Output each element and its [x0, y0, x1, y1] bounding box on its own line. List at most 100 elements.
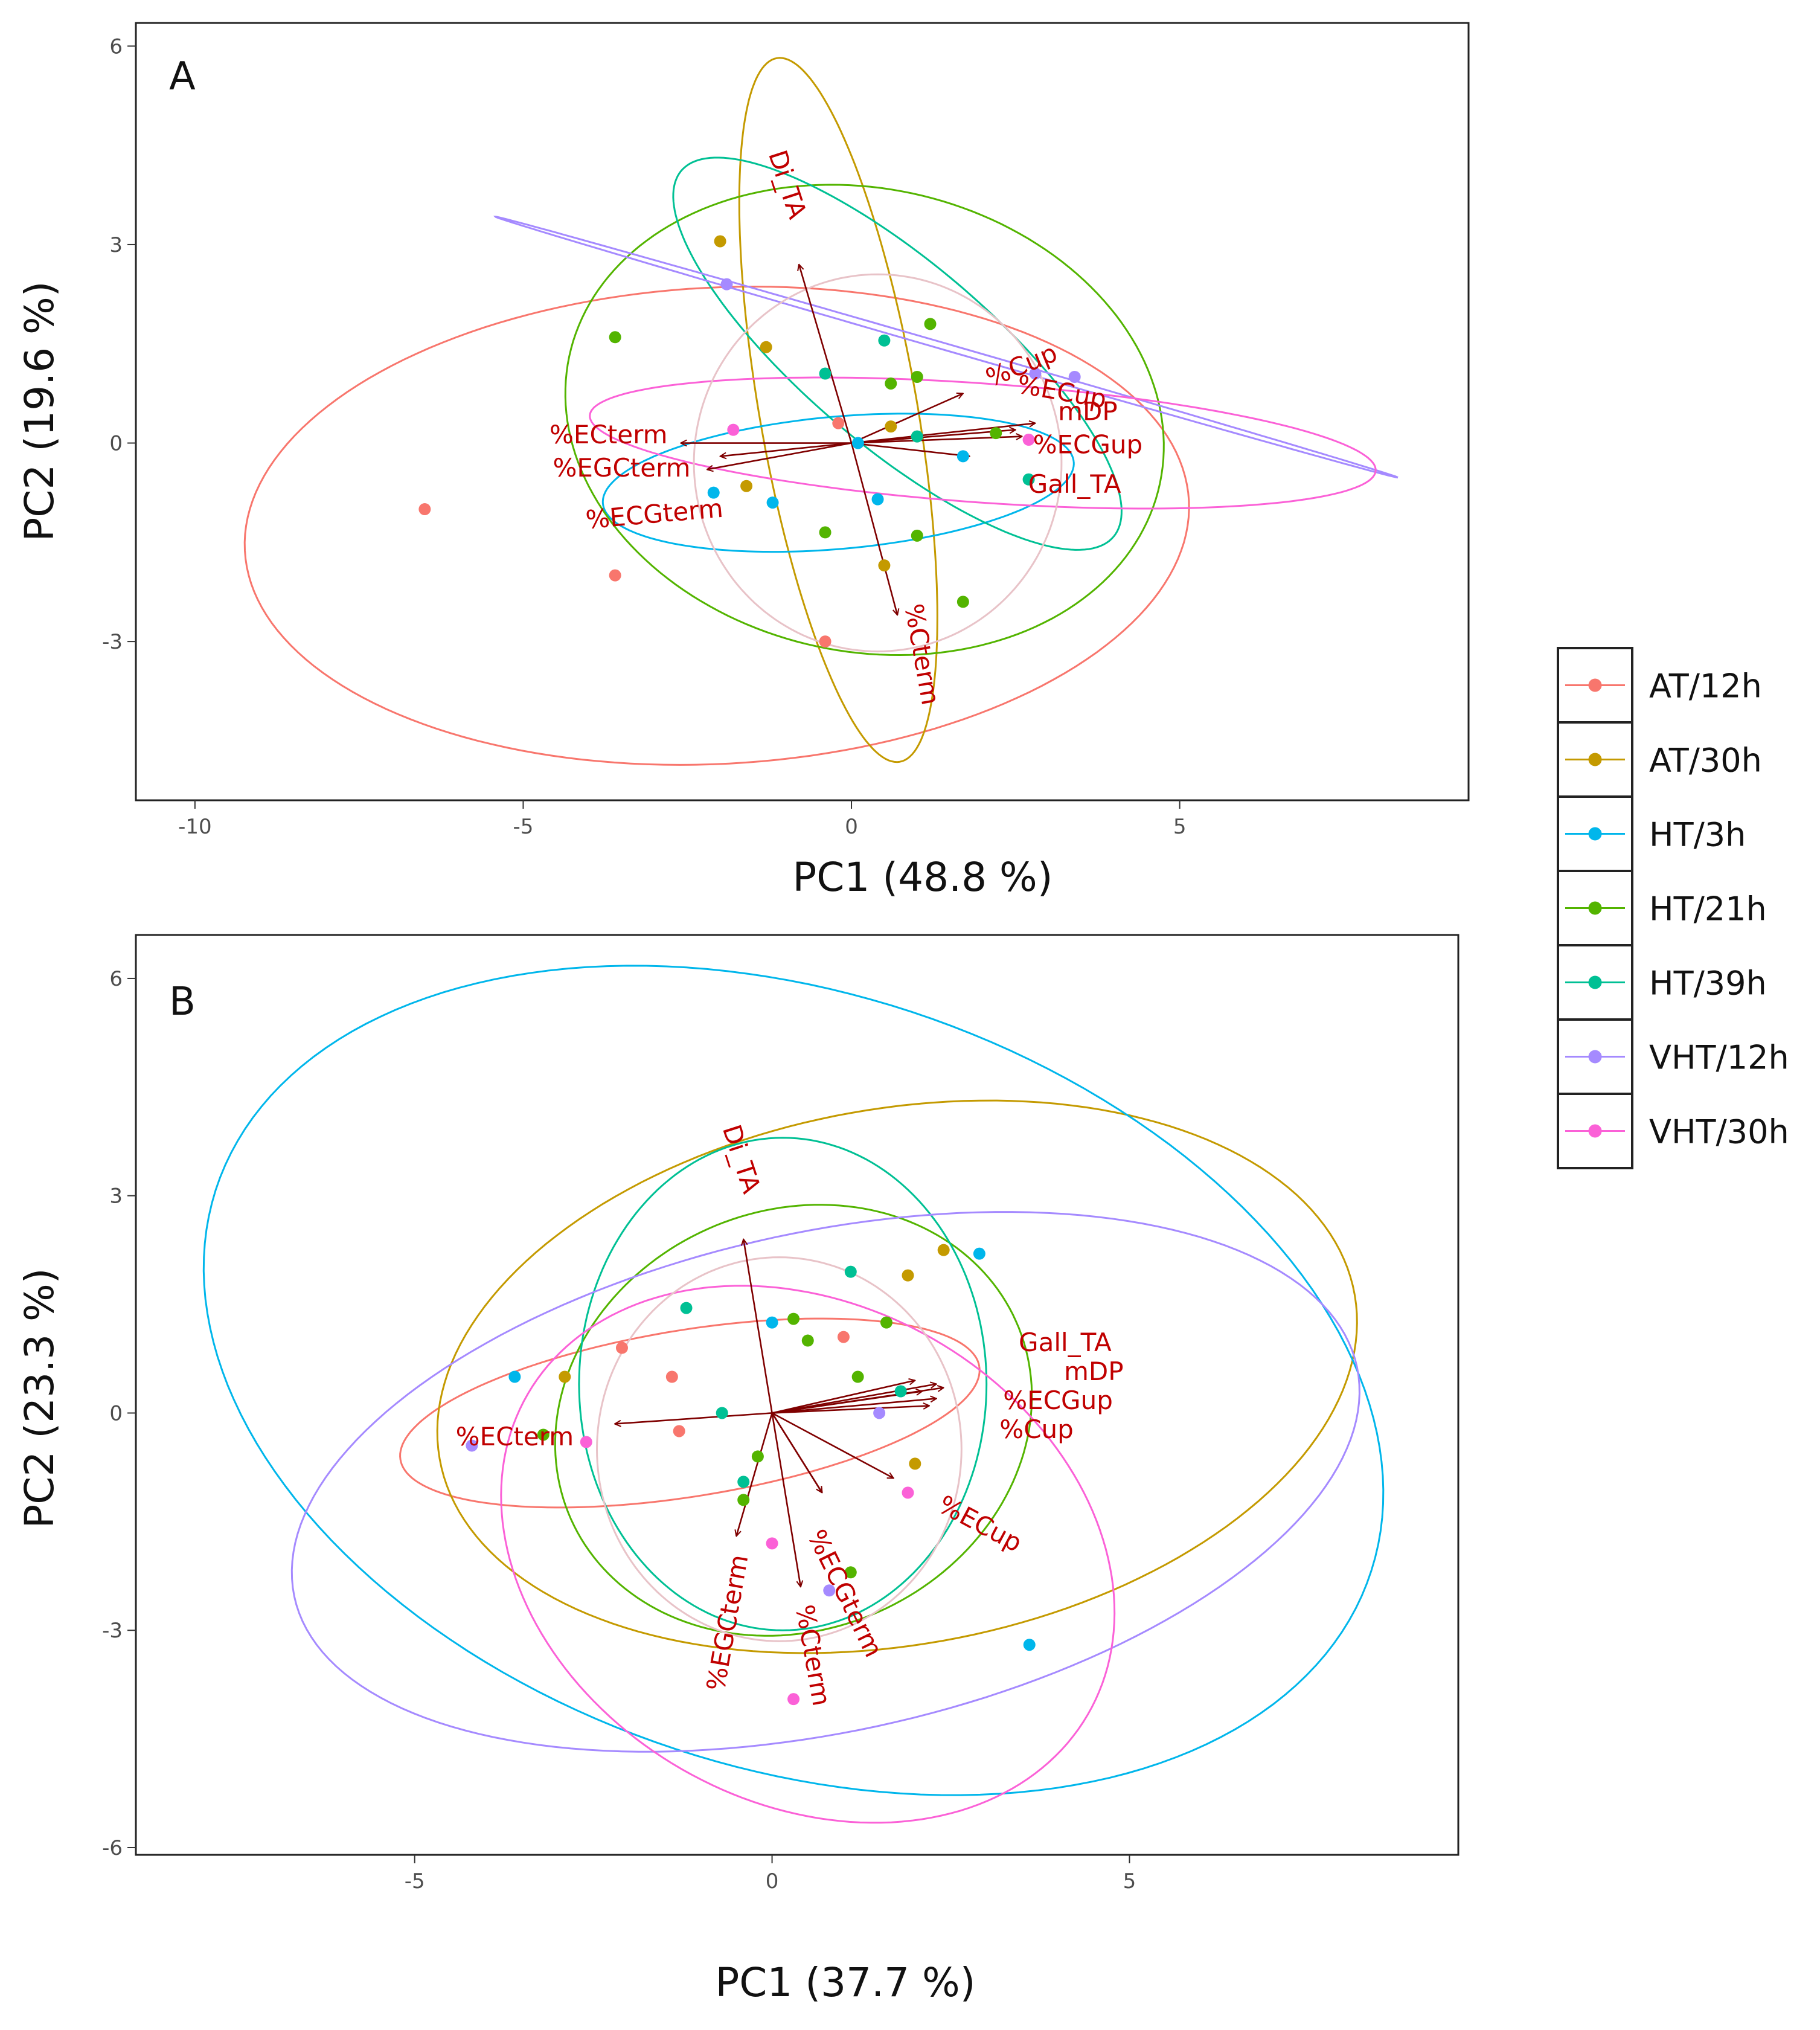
panel-b-point-ht-39h-24: [894, 1385, 907, 1398]
panel-b-y-tick-label: 6: [109, 967, 123, 991]
panel-b-y-tick-label: 3: [109, 1184, 123, 1209]
panel-b-arrow-cterm: [771, 1413, 801, 1587]
panel-a-label-gall-ta: Gall_TA: [1028, 469, 1121, 499]
panel-a-point-ht-21h-18: [911, 370, 923, 383]
panel-b-label-cup: %Cup: [999, 1415, 1074, 1444]
panel-b-points: [466, 1244, 1036, 1706]
panel-a-point-vht-12h-28: [1029, 367, 1042, 380]
panel-a-point-vht-30h-31: [1022, 434, 1035, 446]
legend-key-dot: [1588, 753, 1602, 766]
panel-b-ellipse-ht-21h: [554, 1204, 1033, 1637]
panel-a-arrow-di-ta: [799, 265, 853, 443]
legend-label: AT/30h: [1649, 742, 1762, 780]
panel-b-point-ht-3h-11: [1023, 1639, 1036, 1651]
panel-b-point-ht-21h-13: [787, 1312, 800, 1325]
panel-a-point-at-12h-2: [819, 635, 831, 648]
panel-a-x-tick-label: -5: [513, 815, 533, 839]
panel-a-point-ht-21h-19: [924, 318, 937, 330]
panel-b-point-ht-21h-18: [751, 1450, 764, 1463]
panel-a-x-tick-label: 0: [845, 815, 858, 839]
panel-a-point-ht-3h-12: [851, 437, 864, 449]
panel-b-arrow-ecterm: [615, 1412, 772, 1424]
legend-item-ht-21h: HT/21h: [1557, 870, 1767, 946]
panel-a-point-at-30h-5: [714, 235, 726, 248]
panel-b-ellipses: [202, 965, 1385, 1824]
panel-a-ellipse-at-12h: [243, 285, 1190, 766]
panel-b-label-gall-ta: Gall_TA: [1019, 1328, 1112, 1357]
legend-key-dot: [1588, 1124, 1602, 1138]
panel-a-border: [135, 22, 1470, 801]
panel-a-point-at-12h-0: [418, 503, 431, 516]
panel-a-arrow-egcterm: [707, 442, 852, 470]
legend-item-ht-3h: HT/3h: [1557, 795, 1746, 872]
panel-a-point-ht-21h-16: [819, 526, 831, 539]
panel-b-point-ht-3h-8: [508, 1370, 521, 1383]
legend-label: VHT/30h: [1649, 1113, 1789, 1151]
panel-a-arrow-cup: [851, 393, 963, 444]
legend-key-dot: [1588, 901, 1602, 915]
panel-b-arrow-di-ta: [743, 1239, 773, 1413]
panel-a-point-at-30h-7: [740, 480, 753, 492]
panel-a-y-tick-label: 3: [109, 233, 123, 257]
panel-b-point-vht-12h-27: [823, 1584, 836, 1597]
panel-b-point-at-12h-0: [615, 1341, 628, 1354]
panel-a-point-ht-21h-20: [911, 529, 923, 542]
panel-a-point-ht-39h-26: [1022, 473, 1035, 486]
panel-a-point-ht-3h-10: [707, 486, 720, 499]
panel-b-x-ticks: -5 0 5: [405, 1855, 1136, 1893]
panel-a-ellipse-ht-39h: [672, 156, 1123, 551]
panel-a-ellipses: [243, 57, 1399, 766]
panel-b-y-tick-label: -3: [102, 1619, 123, 1643]
panel-b-arrow-ecgup: [772, 1398, 937, 1414]
panel-a-x-tick-label: 5: [1173, 815, 1187, 839]
panel-a-letter: A: [169, 54, 196, 99]
panel-b-arrow-cup: [772, 1405, 929, 1414]
panel-a-point-ht-3h-11: [766, 496, 779, 509]
panel-a-y-tick-label: 0: [109, 432, 123, 456]
panel-a-arrow-gall-ta: [851, 442, 970, 457]
panel-b-point-ht-21h-12: [537, 1428, 550, 1441]
panel-a-ellipse-vht-12h: [493, 216, 1399, 479]
panel-a-point-ht-3h-13: [871, 493, 884, 506]
panel-a-point-at-30h-6: [760, 341, 772, 353]
panel-a-point-vht-30h-30: [727, 423, 740, 436]
panel-a-point-vht-12h-29: [1068, 370, 1081, 383]
panel-b-ellipse-at-30h: [436, 1099, 1358, 1654]
panel-b-point-ht-21h-16: [880, 1316, 892, 1329]
panel-b-point-vht-30h-28: [580, 1436, 592, 1448]
panel-b-point-at-12h-1: [665, 1370, 678, 1383]
panel-b-point-vht-30h-31: [902, 1486, 914, 1499]
panel-a-label-mdp: mDP: [1058, 397, 1118, 426]
panel-b-point-ht-21h-17: [737, 1494, 750, 1506]
panel-a-point-at-12h-1: [609, 569, 621, 582]
panel-a-point-ht-21h-21: [956, 596, 969, 608]
panel-a-y-ticks: -3 0 3 6: [102, 34, 136, 654]
panel-b-x-axis-title: PC1 (37.7 %): [716, 1959, 976, 2006]
panel-a-point-at-12h-3: [832, 417, 845, 429]
panel-a-y-tick-label: 6: [109, 34, 123, 59]
legend-label: HT/3h: [1649, 816, 1746, 854]
panel-b-point-at-12h-3: [837, 1331, 850, 1343]
panel-b-y-ticks: -6 -3 0 3 6: [102, 967, 136, 1860]
panel-b-arrow-egcterm: [736, 1413, 773, 1536]
panel-b-point-ht-3h-10: [973, 1247, 985, 1260]
panel-b-point-vht-30h-30: [787, 1693, 800, 1706]
panel-b-point-ht-39h-22: [844, 1265, 857, 1278]
panel-b-y-axis-title: PC2 (23.3 %): [16, 1268, 63, 1529]
panel-b-arrow-unlabeled-12: [771, 1412, 822, 1492]
legend-item-vht-30h: VHT/30h: [1557, 1093, 1789, 1169]
panel-b-point-vht-12h-25: [466, 1439, 478, 1452]
panel-a-point-ht-39h-24: [878, 334, 891, 347]
panel-a-arrow-cterm: [850, 443, 897, 615]
panel-b-border: [135, 934, 1460, 1856]
panel-a-arrow-ecgterm: [720, 442, 852, 457]
panel-a-point-at-30h-8: [878, 559, 891, 572]
legend: AT/12h AT/30h HT/3h HT/21h HT/39h VHT/12h VHT/…: [1557, 647, 1789, 1169]
panel-a-point-ht-21h-17: [885, 377, 897, 390]
panel-a-point-ht-39h-23: [819, 367, 831, 380]
panel-a-ellipse-overall: [693, 273, 1063, 653]
panel-a-x-axis-title: PC1 (48.8 %): [793, 854, 1053, 901]
panel-a-ellipse-ht-3h: [601, 413, 1075, 553]
panel-b-point-ht-39h-20: [680, 1302, 693, 1314]
panel-b-point-ht-3h-9: [766, 1316, 778, 1329]
